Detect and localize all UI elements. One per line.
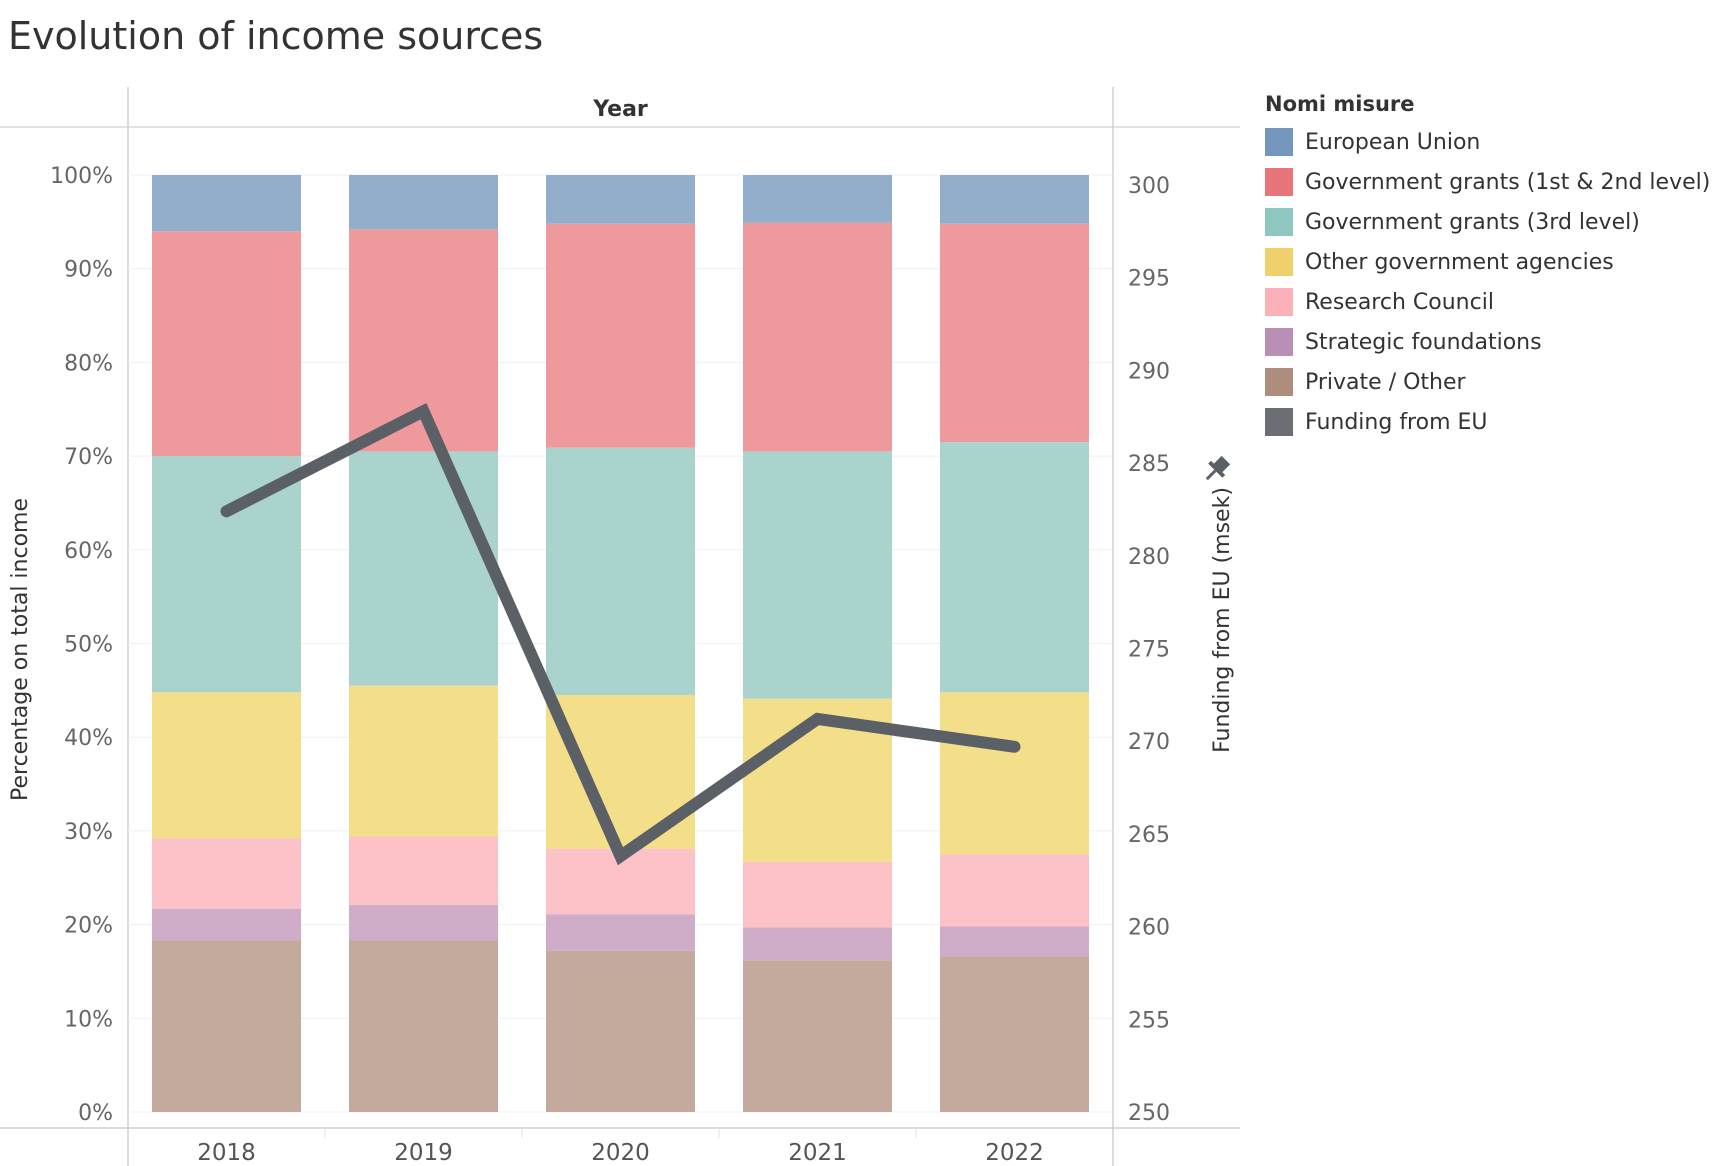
legend: Nomi misure European Union Government gra… <box>1265 92 1710 442</box>
bar-segment <box>546 447 695 696</box>
legend-label: Private / Other <box>1305 369 1466 395</box>
x-tick-label: 2019 <box>394 1140 453 1166</box>
bar-segment <box>743 451 892 699</box>
bar-segment <box>940 175 1089 224</box>
line-point <box>816 717 819 720</box>
bar-segment <box>349 451 498 686</box>
pin-icon <box>1205 455 1231 481</box>
legend-label: Other government agencies <box>1305 249 1614 275</box>
bar-segment <box>546 914 695 951</box>
right-tick-label: 300 <box>1128 174 1170 199</box>
legend-swatch <box>1265 288 1293 316</box>
bar-segment <box>940 926 1089 957</box>
y-tick-label: 90% <box>64 258 113 283</box>
line-point <box>619 855 622 858</box>
legend-item[interactable]: Government grants (3rd level) <box>1265 202 1710 242</box>
right-tick-label: 275 <box>1128 638 1170 663</box>
legend-item[interactable]: Government grants (1st & 2nd level) <box>1265 162 1710 202</box>
income-chart: 0% 10% 20% 30% 40% 50% 60% 70% 80% 90% 100% 2018 201… <box>0 87 1240 1166</box>
legend-label: Government grants (3rd level) <box>1305 209 1640 235</box>
bar-segment <box>940 854 1089 927</box>
legend-swatch <box>1265 368 1293 396</box>
legend-item[interactable]: European Union <box>1265 122 1710 162</box>
right-axis-title: Funding from EU (msek) <box>1210 487 1235 753</box>
legend-swatch <box>1265 128 1293 156</box>
bar-segment <box>940 692 1089 855</box>
y-tick-label: 30% <box>64 820 113 845</box>
line-point <box>422 410 425 413</box>
y-axis-title: Percentage on total income <box>8 498 33 801</box>
legend-item[interactable]: Strategic foundations <box>1265 322 1710 362</box>
x-tick-label: 2018 <box>197 1140 256 1166</box>
chart-title: Evolution of income sources <box>8 14 544 58</box>
right-tick-label: 285 <box>1128 452 1170 477</box>
y-tick-label: 20% <box>64 914 113 939</box>
y-tick-label: 0% <box>78 1101 113 1126</box>
line-point <box>1013 745 1016 748</box>
bar-segment <box>152 231 301 457</box>
line-point <box>225 510 228 513</box>
y-tick-label: 10% <box>64 1007 113 1032</box>
right-tick-label: 290 <box>1128 359 1170 384</box>
bar-segment <box>940 956 1089 1112</box>
right-tick-label: 255 <box>1128 1008 1170 1033</box>
legend-label: Strategic foundations <box>1305 329 1542 355</box>
y-tick-label: 50% <box>64 633 113 658</box>
bar-segment <box>743 927 892 961</box>
x-tick-label: 2020 <box>591 1140 650 1166</box>
y-tick-label: 40% <box>64 726 113 751</box>
y-tick-label: 60% <box>64 539 113 564</box>
bar-segment <box>349 940 498 1112</box>
legend-title: Nomi misure <box>1265 92 1415 116</box>
y-tick-label: 70% <box>64 445 113 470</box>
legend-item[interactable]: Private / Other <box>1265 362 1710 402</box>
x-axis-header: Year <box>592 97 648 122</box>
legend-item[interactable]: Funding from EU <box>1265 402 1710 442</box>
legend-swatch <box>1265 408 1293 436</box>
legend-swatch <box>1265 208 1293 236</box>
bar-segment <box>546 175 695 224</box>
bar-segment <box>152 456 301 693</box>
bar-segment <box>152 940 301 1112</box>
right-tick-label: 295 <box>1128 267 1170 292</box>
bar-segment <box>743 960 892 1112</box>
legend-swatch <box>1265 168 1293 196</box>
bar-segment <box>546 950 695 1112</box>
y-tick-label: 80% <box>64 351 113 376</box>
legend-label: European Union <box>1305 129 1481 155</box>
bar-segment <box>743 861 892 928</box>
right-tick-label: 260 <box>1128 916 1170 941</box>
right-tick-label: 280 <box>1128 545 1170 570</box>
legend-item[interactable]: Research Council <box>1265 282 1710 322</box>
bar-segment <box>743 222 892 452</box>
bar-segment <box>349 904 498 941</box>
bar-segment <box>349 685 498 837</box>
bar-segment <box>940 223 1089 443</box>
right-tick-label: 270 <box>1128 730 1170 755</box>
legend-label: Research Council <box>1305 289 1494 315</box>
bar-segment <box>152 908 301 941</box>
legend-label: Government grants (1st & 2nd level) <box>1305 169 1711 195</box>
y-tick-label: 100% <box>50 164 113 189</box>
legend-item[interactable]: Other government agencies <box>1265 242 1710 282</box>
x-tick-label: 2022 <box>985 1140 1044 1166</box>
x-tick-label: 2021 <box>788 1140 847 1166</box>
bar-segment <box>152 692 301 839</box>
bar-segment <box>940 442 1089 693</box>
right-tick-label: 265 <box>1128 823 1170 848</box>
right-tick-label: 250 <box>1128 1101 1170 1126</box>
legend-items: European Union Government grants (1st & 2… <box>1265 122 1710 442</box>
bar-segment <box>546 223 695 448</box>
bar-segment <box>152 838 301 909</box>
bar-segment <box>743 175 892 223</box>
bar-segment <box>152 175 301 232</box>
bar-segment <box>349 175 498 230</box>
legend-swatch <box>1265 328 1293 356</box>
bar-segment <box>349 836 498 905</box>
legend-swatch <box>1265 248 1293 276</box>
legend-label: Funding from EU <box>1305 409 1488 435</box>
